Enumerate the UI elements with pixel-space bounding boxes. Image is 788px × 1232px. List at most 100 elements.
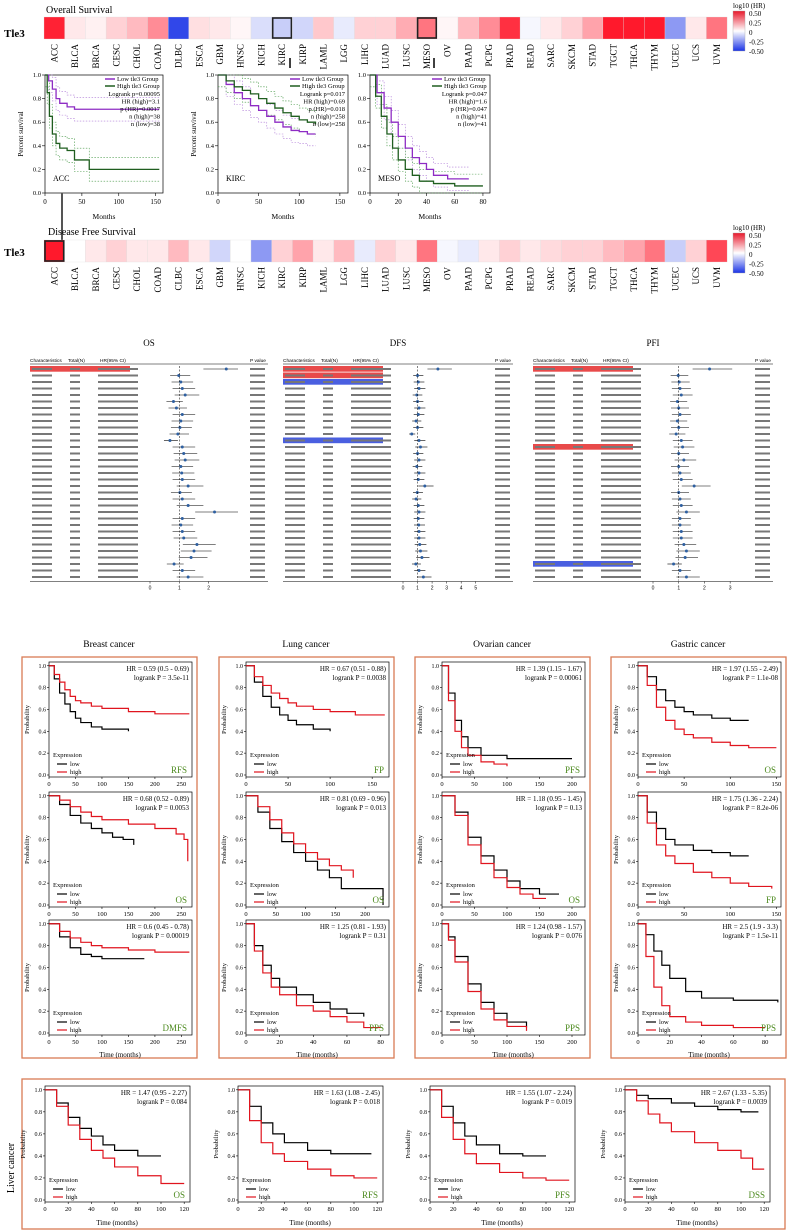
km-cancer-label: ACC xyxy=(53,174,69,183)
heat-cell-thca xyxy=(623,16,645,40)
ytick: 0.8 xyxy=(432,944,440,950)
km-ylabel: Probability xyxy=(24,834,31,864)
km-group-frame xyxy=(610,656,787,1059)
forest-header: P value xyxy=(755,358,771,364)
small-km-plots: 0.0 0.2 0.4 0.6 0.8 1.0 0 50 100 150 Months Percent… xyxy=(17,58,491,240)
forest-header: HR(95% CI) xyxy=(353,358,379,364)
curve-high xyxy=(442,665,508,767)
ytick: 0.2 xyxy=(628,881,636,887)
heat-label-clbc: CLBC xyxy=(174,267,184,291)
heat-cell-skcm xyxy=(561,239,583,263)
forest-point xyxy=(417,458,421,462)
curve-low xyxy=(238,1089,372,1155)
legend-expression: Expression xyxy=(446,882,476,889)
ytick: 0.4 xyxy=(628,729,636,735)
ytick: 0.4 xyxy=(236,859,244,865)
km-stat: n (low)=258 xyxy=(313,121,345,128)
xtick: 200 xyxy=(150,911,160,918)
ytick: 0.8 xyxy=(35,1110,43,1116)
ytick: 0.0 xyxy=(432,1031,440,1037)
legend-expression: Expression xyxy=(53,1010,83,1017)
forest-xtick: 2 xyxy=(703,586,706,592)
forest-point xyxy=(678,523,682,527)
forest-point xyxy=(417,471,421,475)
xtick: 0 xyxy=(47,781,50,788)
heat-label-tgct: TGCT xyxy=(608,44,618,68)
legend-low: low xyxy=(451,1186,461,1193)
xtick: 20 xyxy=(258,1206,265,1213)
xtick: 60 xyxy=(496,1206,503,1213)
ytick: 0.4 xyxy=(206,143,215,150)
forest-point xyxy=(186,504,190,507)
ytick: 0.8 xyxy=(236,816,244,822)
forest-point xyxy=(180,471,184,475)
heat-cell-lusc xyxy=(395,16,417,40)
xtick: 0 xyxy=(636,911,639,918)
xtick: 50 xyxy=(681,781,688,788)
km-endpoint: OS xyxy=(175,895,187,905)
heat-label-lgg: LGG xyxy=(339,44,349,63)
legend-title-2: log10 (HR) xyxy=(733,224,766,232)
legend-high: high xyxy=(70,769,82,776)
heat-label-prad: PRAD xyxy=(505,267,515,292)
ytick: 1.0 xyxy=(628,794,636,800)
km-endpoint: PFS xyxy=(565,765,580,775)
xtick: 200 xyxy=(567,911,577,918)
km-ylabel: Percent survival xyxy=(190,111,198,156)
legend-high: high xyxy=(659,769,671,776)
km-panel-rfs: 0.0 0.2 0.4 0.6 0.8 1.0 0 20 40 60 80 100 120 Probabi… xyxy=(213,1085,384,1213)
ytick: 0.6 xyxy=(628,965,636,971)
ytick: 1.0 xyxy=(39,794,47,800)
forest-point xyxy=(418,445,422,449)
xtick: 80 xyxy=(762,1039,769,1046)
heat-label-paad: PAAD xyxy=(463,267,473,291)
heat-label-hnsc: HNSC xyxy=(236,44,246,68)
forest-point xyxy=(678,569,682,572)
ytick: 0.0 xyxy=(33,190,41,197)
forest-point xyxy=(182,536,186,540)
forest-point xyxy=(189,556,193,559)
heatmap-legend: log10 (HR) 0.50 0.250 -0.25-0.50 xyxy=(732,2,766,56)
km-hr: HR = 1.63 (1.08 - 2.45) xyxy=(314,1089,381,1097)
km-stat: n (high)=41 xyxy=(456,114,487,121)
heat-label-brca: BRCA xyxy=(91,44,101,69)
forest-header: P value xyxy=(250,358,266,364)
km-logrank: logrank P = 8.2e-06 xyxy=(723,804,779,812)
legend-tick: 0.50 xyxy=(749,232,762,240)
legend-tick: 0 xyxy=(749,251,753,259)
ytick: 0.2 xyxy=(206,166,214,173)
heat-cell-lihc xyxy=(354,16,376,40)
forest-point xyxy=(183,458,187,462)
legend-expression: Expression xyxy=(434,1177,464,1184)
km-ylabel: Probability xyxy=(417,962,424,992)
forest-point xyxy=(692,484,696,488)
xtick: 100 xyxy=(725,781,735,788)
km-xlabel: Months xyxy=(272,212,295,221)
forest-point xyxy=(176,432,180,436)
legend-low: Low tle3 Group xyxy=(117,76,159,83)
forest-point xyxy=(423,484,427,488)
xtick: 150 xyxy=(535,781,545,788)
km-xlabel: Months xyxy=(93,212,116,221)
km-panel-pfs: 0.0 0.2 0.4 0.6 0.8 1.0 0 50 100 150 200 Probabilit… xyxy=(417,661,586,788)
km-ylabel: Probability xyxy=(221,834,228,864)
heat-cell-brca xyxy=(85,16,107,40)
legend-low: low xyxy=(66,1186,76,1193)
xtick: 50 xyxy=(78,198,86,206)
heat-label-paad: PAAD xyxy=(463,44,473,68)
curve-low xyxy=(430,1089,546,1157)
ytick: 0.4 xyxy=(236,729,244,735)
forest-point xyxy=(678,413,682,416)
heat-label-esca: ESCA xyxy=(194,44,204,68)
forest-point xyxy=(417,569,421,572)
ytick: 0.0 xyxy=(39,903,47,909)
xtick: 60 xyxy=(304,1206,311,1213)
curve-low xyxy=(246,923,365,1017)
ytick: 0.2 xyxy=(228,1176,236,1182)
km-panel-pps: 0.0 0.2 0.4 0.6 0.8 1.0 0 20 40 60 80 Probability HR… xyxy=(613,919,782,1046)
km-logrank: logrank P = 0.0053 xyxy=(136,804,190,812)
forest-point xyxy=(180,497,184,501)
curve-high xyxy=(638,665,777,749)
km-logrank: logrank P = 0.076 xyxy=(532,932,582,940)
forest-point xyxy=(679,439,683,442)
